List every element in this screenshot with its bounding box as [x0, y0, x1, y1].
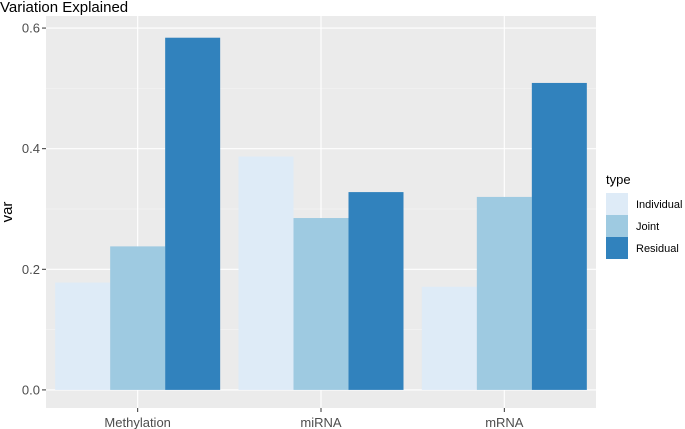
x-axis-ticks: Methylation miRNA mRNA: [104, 408, 524, 429]
bar-individual-mrna: [421, 286, 477, 390]
legend-key-joint: [606, 215, 628, 237]
bar-residual-methylation: [165, 37, 221, 390]
legend-label-individual: Individual: [636, 199, 682, 211]
x-tick-label: miRNA: [300, 415, 341, 429]
y-tick-label: 0.2: [22, 262, 40, 277]
legend-title: type: [606, 172, 631, 187]
bar-residual-mirna: [348, 192, 404, 390]
bar-residual-mrna: [531, 82, 587, 390]
bar-individual-mirna: [238, 156, 294, 390]
y-tick-label: 0.4: [22, 141, 40, 156]
bar-joint-methylation: [110, 246, 166, 390]
bars: [55, 37, 587, 390]
legend-label-joint: Joint: [636, 221, 659, 233]
chart-title: Variation Explained: [0, 0, 128, 16]
x-tick-label: Methylation: [104, 415, 170, 429]
legend: type Individual Joint Residual: [606, 172, 682, 259]
legend-label-residual: Residual: [636, 243, 679, 255]
y-axis-label: var: [0, 202, 16, 223]
legend-key-residual: [606, 237, 628, 259]
bar-joint-mrna: [476, 196, 532, 390]
y-axis-ticks: 0.0 0.2 0.4 0.6: [22, 21, 46, 397]
legend-key-individual: [606, 193, 628, 215]
y-tick-label: 0.6: [22, 21, 40, 36]
x-tick-label: mRNA: [485, 415, 524, 429]
bar-joint-mirna: [293, 218, 349, 390]
bar-individual-methylation: [55, 282, 111, 390]
y-tick-label: 0.0: [22, 382, 40, 397]
